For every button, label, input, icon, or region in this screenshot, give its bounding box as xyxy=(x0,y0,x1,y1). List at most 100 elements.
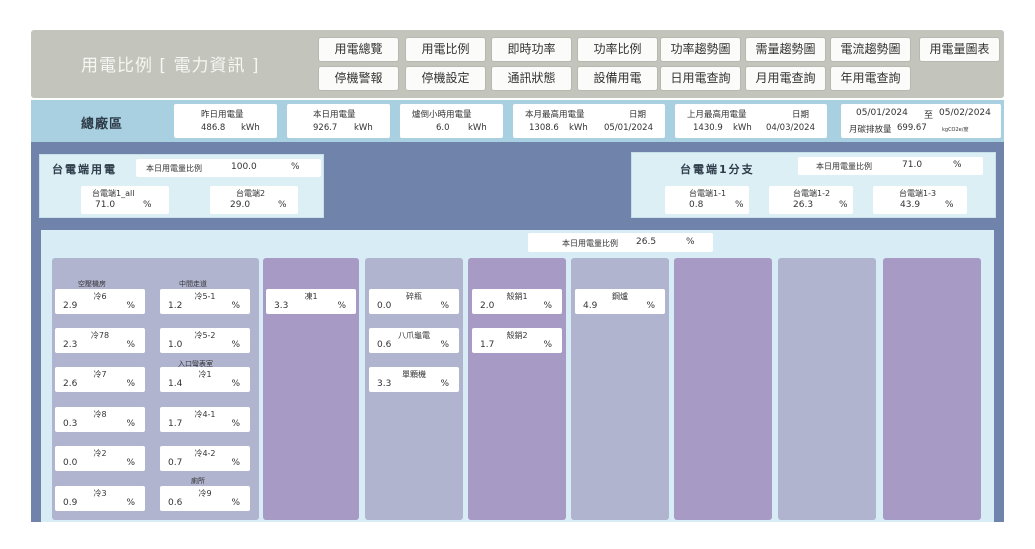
meter-name: 冷7 xyxy=(93,370,107,379)
nav-button-power-trend[interactable]: 功率趨勢圖 xyxy=(660,37,741,62)
nav-button-shutdown-alarm[interactable]: 停機警報 xyxy=(318,66,399,91)
branch-group: 台電端1分支 本日用電量比例 71.0 % 台電端1-1 0.8 % 台電端1-… xyxy=(631,152,996,218)
nav-button-yearly-query[interactable]: 年用電查詢 xyxy=(830,66,911,91)
yesterday-usage-value: 486.8 xyxy=(201,123,226,133)
meter-name: 冷2 xyxy=(93,449,107,458)
plant-label: 總廠區 xyxy=(81,117,124,132)
meter-card: 冷1 1.4 % xyxy=(160,367,250,392)
meter-unit: % xyxy=(543,340,552,350)
meter-card: 冷3 0.9 % xyxy=(55,486,145,511)
branch-item-3: 台電端1-3 43.9 % xyxy=(873,186,967,214)
nav-button-usage-chart[interactable]: 用電量圖表 xyxy=(919,37,1000,62)
emission-value: 699.67 xyxy=(897,123,927,133)
taipower-ratio-label: 本日用電量比例 xyxy=(146,164,202,173)
last-month-max-usage-box: 上月最高用電量 日期 1430.9 kWh 04/03/2024 xyxy=(675,104,827,138)
meter-unit: % xyxy=(646,301,655,311)
nav-button-demand-trend[interactable]: 需量趨勢圖 xyxy=(745,37,826,62)
detail-ratio-unit: % xyxy=(686,237,695,247)
meter-name: 八爪龜電 xyxy=(398,331,430,340)
meter-card: 凍1 3.3 % xyxy=(266,289,356,314)
nav-button-overview[interactable]: 用電總覽 xyxy=(318,37,399,62)
today-usage-unit: kWh xyxy=(354,123,373,133)
range-end-date[interactable]: 05/02/2024 xyxy=(939,108,991,118)
main-panel: 台電端用電 本日用電量比例 100.0 % 台電端1_all 71.0 % 台電… xyxy=(31,142,1004,522)
branch-item-3-value: 43.9 xyxy=(900,200,921,210)
meter-unit: % xyxy=(543,301,552,311)
meter-unit: % xyxy=(126,498,135,508)
meter-card: 鋼爐 4.9 % xyxy=(575,289,665,314)
meter-unit: % xyxy=(231,419,240,429)
branch-item-2-unit: % xyxy=(839,200,848,210)
meter-name: 單顆機 xyxy=(402,370,426,379)
last-hour-usage-box: 爐倒小時用電量 6.0 kWh xyxy=(400,104,503,138)
meter-card: 冷4-2 0.7 % xyxy=(160,446,250,471)
nav-button-ratio[interactable]: 用電比例 xyxy=(405,37,486,62)
meter-card: 冷78 2.3 % xyxy=(55,328,145,353)
column-equipment-c: 鋼爐 4.9 % xyxy=(571,258,669,520)
meter-name: 冷4-1 xyxy=(194,410,216,419)
meter-unit: % xyxy=(337,301,346,311)
meter-card: 冷4-1 1.7 % xyxy=(160,407,250,432)
section-label: 空壓機房 xyxy=(78,280,106,288)
meter-card: 冷5-1 1.2 % xyxy=(160,289,250,314)
section-label: 中間走道 xyxy=(179,280,207,288)
today-usage-title: 本日用電量 xyxy=(313,110,356,120)
yesterday-usage-unit: kWh xyxy=(241,123,260,133)
taipower-item-2-name: 台電端2 xyxy=(236,189,266,198)
last-month-max-title: 上月最高用電量 xyxy=(687,110,747,120)
branch-ratio-box: 本日用電量比例 71.0 % xyxy=(798,157,983,175)
last-hour-usage-title: 爐倒小時用電量 xyxy=(412,110,472,120)
nav-button-comm-status[interactable]: 通訊狀態 xyxy=(491,66,572,91)
section-label: 入口彎表室 xyxy=(178,360,213,368)
taipower-ratio-unit: % xyxy=(291,162,300,172)
meter-unit: % xyxy=(231,498,240,508)
branch-item-2-name: 台電端1-2 xyxy=(793,189,831,198)
detail-area: 本日用電量比例 26.5 % 空壓機房 中間走道 入口彎表室 廁所 冷6 2.9… xyxy=(41,230,994,522)
meter-unit: % xyxy=(440,379,449,389)
meter-value: 1.2 xyxy=(168,301,183,311)
meter-card: 碎瓶 0.0 % xyxy=(369,289,459,314)
taipower-item-2: 台電端2 29.0 % xyxy=(210,186,298,214)
branch-item-2: 台電端1-2 26.3 % xyxy=(769,186,853,214)
meter-value: 1.7 xyxy=(480,340,495,350)
taipower-ratio-box: 本日用電量比例 100.0 % xyxy=(136,159,321,177)
meter-name: 冷78 xyxy=(90,331,110,340)
section-label: 廁所 xyxy=(191,477,205,485)
meter-value: 2.0 xyxy=(480,301,495,311)
meter-name: 冷5-2 xyxy=(194,331,216,340)
nav-button-daily-query[interactable]: 日用電查詢 xyxy=(660,66,741,91)
meter-name: 鋼爐 xyxy=(612,292,628,301)
branch-ratio-value: 71.0 xyxy=(902,160,923,170)
meter-value: 0.0 xyxy=(63,458,78,468)
meter-card: 冷7 2.6 % xyxy=(55,367,145,392)
top-header: 用電比例 [ 電力資訊 ] 用電總覽 用電比例 即時功率 功率比例 功率趨勢圖 … xyxy=(31,30,1004,98)
meter-value: 2.3 xyxy=(63,340,78,350)
meter-unit: % xyxy=(126,340,135,350)
taipower-item-2-unit: % xyxy=(278,200,287,210)
month-max-date: 05/01/2024 xyxy=(604,123,653,133)
last-month-max-date-title: 日期 xyxy=(792,110,810,120)
month-max-title: 本月最高用電量 xyxy=(525,110,585,120)
nav-button-monthly-query[interactable]: 月用電查詢 xyxy=(745,66,826,91)
last-month-max-unit: kWh xyxy=(733,123,752,133)
meter-name: 殼銷2 xyxy=(506,331,528,340)
branch-item-1-value: 0.8 xyxy=(689,200,704,210)
range-to-label: 至 xyxy=(924,111,934,121)
meter-value: 0.9 xyxy=(63,498,78,508)
meter-value: 2.6 xyxy=(63,379,78,389)
nav-button-shutdown-settings[interactable]: 停機設定 xyxy=(405,66,486,91)
nav-button-equipment-usage[interactable]: 設備用電 xyxy=(577,66,658,91)
nav-button-power-ratio[interactable]: 功率比例 xyxy=(577,37,658,62)
column-empty-1 xyxy=(674,258,772,520)
meter-name: 冷1 xyxy=(198,370,212,379)
range-start-date[interactable]: 05/01/2024 xyxy=(856,108,908,118)
meter-value: 1.4 xyxy=(168,379,183,389)
meter-name: 凍1 xyxy=(304,292,318,301)
date-range-box[interactable]: 05/01/2024 至 05/02/2024 月碳排放量 699.67 kgC… xyxy=(841,104,1001,138)
branch-ratio-label: 本日用電量比例 xyxy=(816,162,872,171)
nav-button-current-trend[interactable]: 電流趨勢圖 xyxy=(830,37,911,62)
today-usage-box: 本日用電量 926.7 kWh xyxy=(287,104,390,138)
column-empty-2 xyxy=(778,258,876,520)
nav-button-realtime-power[interactable]: 即時功率 xyxy=(491,37,572,62)
